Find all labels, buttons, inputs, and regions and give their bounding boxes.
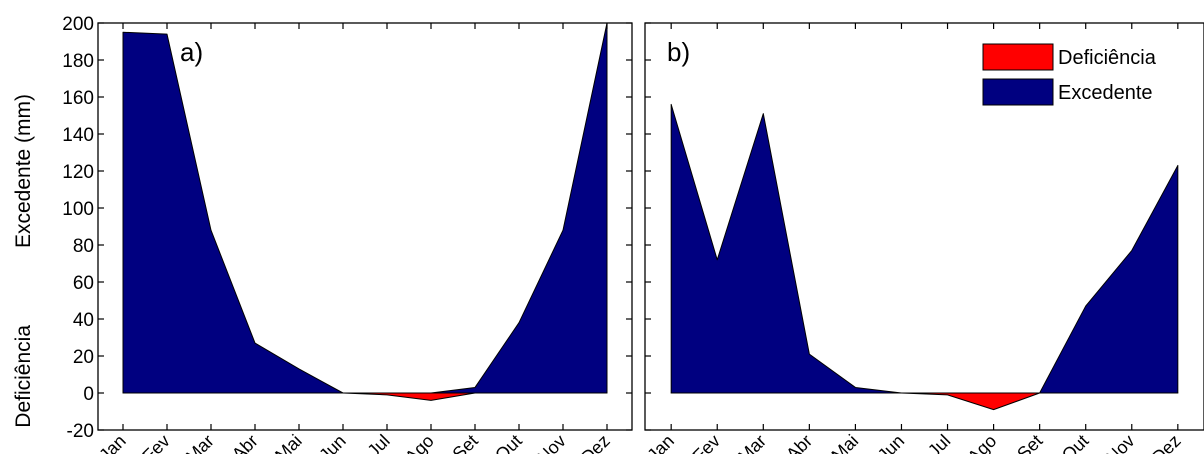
data-point-excedente-jul [947,392,949,394]
series-area-excedente [122,22,608,394]
y-tick-label: 140 [62,125,94,146]
data-point-deficiencia-dez [1177,392,1179,394]
legend-swatch-excedente [982,78,1054,106]
y-tick-label: 0 [83,384,94,405]
x-tick-label-jan: Jan [95,431,130,454]
data-point-deficiencia-ago [430,400,432,402]
panel-label: a) [180,37,203,67]
x-tick-label-fev: Fev [138,431,173,454]
data-point-deficiencia-set [474,392,476,394]
data-point-excedente-nov [1131,250,1133,252]
data-point-excedente-mai [298,368,300,370]
y-tick-label: -20 [67,421,94,442]
data-point-deficiencia-mar [762,392,764,394]
data-point-excedente-abr [809,353,811,355]
y-tick-label: 80 [73,236,94,257]
data-point-deficiencia-jan [122,392,124,394]
series-area-excedente [670,103,1179,394]
data-point-excedente-jun [901,392,903,394]
data-point-excedente-set [474,387,476,389]
data-point-excedente-mar [762,113,764,115]
panel-label: b) [667,37,690,67]
data-point-excedente-out [518,322,520,324]
x-tick-label-mai: Mai [271,431,306,454]
data-point-excedente-fev [716,259,718,261]
x-tick-label-ago: Ago [401,431,438,454]
data-point-deficiencia-jul [947,394,949,396]
data-point-deficiencia-mai [855,392,857,394]
x-tick-label-dez: Dez [577,431,614,454]
y-tick-label: 100 [62,199,94,220]
data-point-deficiencia-jul [386,394,388,396]
data-point-excedente-abr [254,342,256,344]
x-tick-label-out: Out [1058,431,1093,454]
data-point-deficiencia-abr [254,392,256,394]
x-tick-label-nov: Nov [1102,431,1139,454]
y-tick-label: 200 [62,14,94,35]
x-tick-label-mar: Mar [734,431,770,454]
data-point-deficiencia-mar [210,392,212,394]
x-tick-label-jul: Jul [924,431,954,454]
x-tick-label-mar: Mar [182,431,218,454]
plot-frame [97,22,633,431]
y-tick-label: 120 [62,162,94,183]
data-point-excedente-ago [993,392,995,394]
x-tick-label-jun: Jun [874,431,909,454]
data-point-deficiencia-dez [606,392,608,394]
y-tick-label: 60 [73,273,94,294]
data-point-excedente-nov [562,229,564,231]
data-point-deficiencia-fev [166,392,168,394]
data-point-deficiencia-ago [993,409,995,411]
x-tick-label-set: Set [449,431,482,454]
data-point-excedente-jan [670,104,672,106]
x-tick-label-jun: Jun [315,431,350,454]
plot-frame [644,22,1204,431]
x-tick-label-jul: Jul [363,431,393,454]
data-point-excedente-mai [855,387,857,389]
data-point-deficiencia-abr [809,392,811,394]
y-tick-label: 180 [62,51,94,72]
data-point-deficiencia-nov [1131,392,1133,394]
x-tick-label-fev: Fev [689,431,724,454]
y-tick-label: 20 [73,347,94,368]
data-point-excedente-out [1085,305,1087,307]
data-point-deficiencia-nov [562,392,564,394]
x-tick-label-out: Out [491,431,526,454]
data-point-deficiencia-fev [716,392,718,394]
data-point-excedente-jun [342,392,344,394]
series-area-deficiencia [670,392,1179,411]
x-tick-label-ago: Ago [964,431,1001,454]
data-point-deficiencia-out [518,392,520,394]
legend-swatch-deficiencia [982,43,1054,71]
data-point-excedente-set [1039,392,1041,394]
data-point-excedente-mar [210,229,212,231]
legend-label-excedente: Excedente [1058,82,1153,104]
x-tick-label-jan: Jan [643,431,678,454]
y-tick-label: 40 [73,310,94,331]
data-point-excedente-dez [1177,165,1179,167]
data-point-excedente-ago [430,392,432,394]
data-point-deficiencia-out [1085,392,1087,394]
data-point-deficiencia-jan [670,392,672,394]
x-tick-label-abr: Abr [782,431,816,454]
x-tick-label-mai: Mai [828,431,863,454]
x-tick-label-nov: Nov [533,431,570,454]
panel-b: Jan Fev Mar Abr Mai Jun Jul Ago Set Out Nov Dez b) De… [643,22,1204,454]
panel-a: -20 0 20 40 60 80 100 120 140 160 180 200 Jan Fev Mar A… [12,14,633,454]
legend-label-deficiencia: Deficiência [1058,47,1157,69]
y-axis-title-excedente: Excedente (mm) [12,94,35,248]
series-area-deficiencia [122,392,608,401]
data-point-excedente-fev [166,33,168,35]
y-axis-title-deficiencia: Deficiência [12,325,35,428]
x-tick-label-abr: Abr [228,431,262,454]
data-point-excedente-jul [386,392,388,394]
x-tick-label-dez: Dez [1148,431,1185,454]
legend: Deficiência Excedente [982,43,1157,106]
x-tick-label-set: Set [1013,431,1046,454]
data-point-deficiencia-mai [298,392,300,394]
y-tick-label: 160 [62,88,94,109]
data-point-excedente-jan [122,31,124,33]
